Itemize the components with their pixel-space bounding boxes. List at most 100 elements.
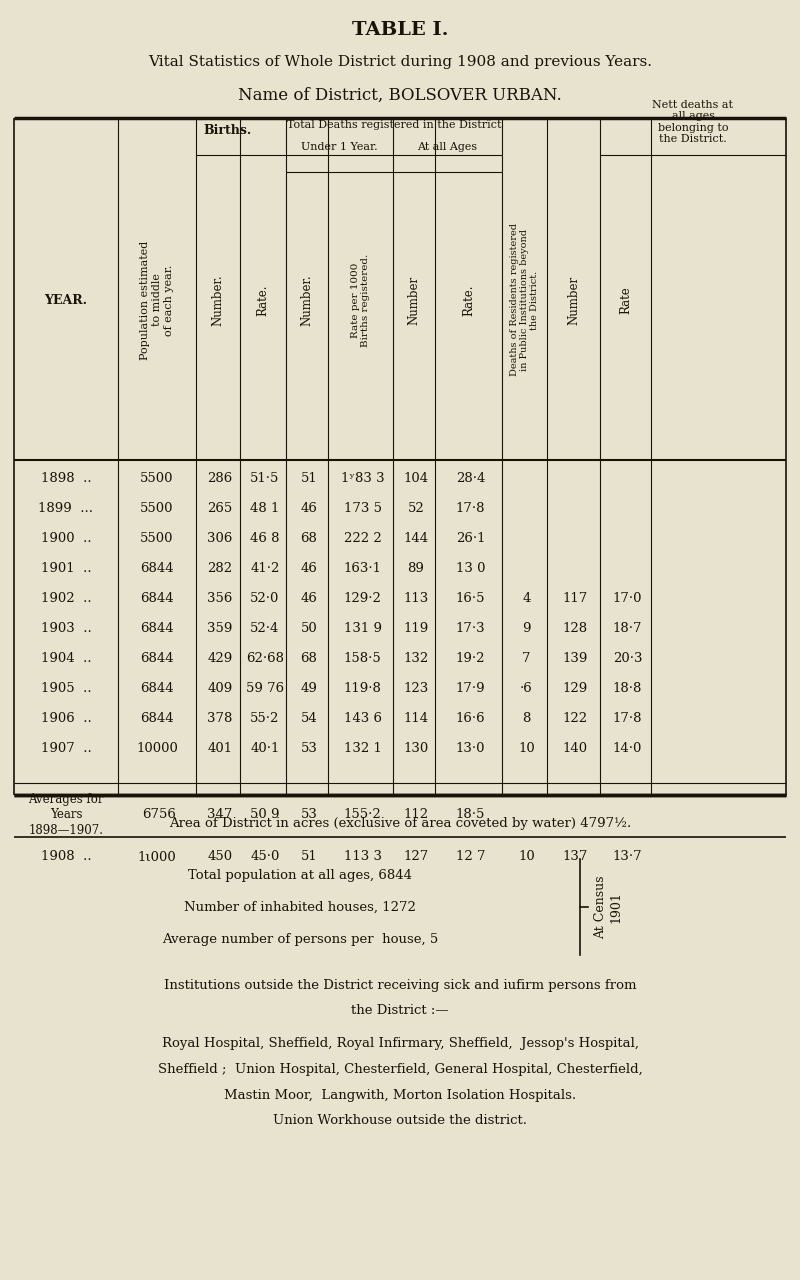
Text: 6844: 6844 <box>140 562 174 575</box>
Text: At all Ages: At all Ages <box>417 142 477 152</box>
Text: 6844: 6844 <box>140 712 174 724</box>
Text: Number.: Number. <box>301 274 314 326</box>
Text: 51: 51 <box>301 471 318 485</box>
Text: 16·5: 16·5 <box>456 591 486 604</box>
Text: ·6: ·6 <box>520 681 533 695</box>
Text: Deaths of Residents registered
in Public Institutions beyond
the District.: Deaths of Residents registered in Public… <box>510 224 539 376</box>
Text: 282: 282 <box>207 562 233 575</box>
Text: 347: 347 <box>207 809 233 822</box>
Text: 4: 4 <box>522 591 530 604</box>
Text: 117: 117 <box>563 591 588 604</box>
Text: the District :—: the District :— <box>351 1005 449 1018</box>
Text: 89: 89 <box>407 562 425 575</box>
Text: Rate per 1000
Births registered.: Rate per 1000 Births registered. <box>350 253 370 347</box>
Text: Total population at all ages, 6844: Total population at all ages, 6844 <box>188 869 412 882</box>
Text: 53: 53 <box>301 809 318 822</box>
Text: Total Deaths registered in the Distrîct: Total Deaths registered in the Distrîct <box>286 119 502 131</box>
Text: 68: 68 <box>301 652 318 664</box>
Text: 155·2: 155·2 <box>344 809 382 822</box>
Text: 119: 119 <box>403 622 429 635</box>
Text: 28·4: 28·4 <box>456 471 485 485</box>
Text: 140: 140 <box>563 741 588 754</box>
Text: 16·6: 16·6 <box>456 712 486 724</box>
Text: 13·0: 13·0 <box>456 741 486 754</box>
Text: Institutions outside the District receiving sick and iufirm persons from: Institutions outside the District receiv… <box>164 978 636 992</box>
Text: Rate.: Rate. <box>462 284 475 316</box>
Text: Area of District in acres (exclusive of area coveted by water) 4797½.: Area of District in acres (exclusive of … <box>169 817 631 829</box>
Text: Mastin Moor,  Langwith, Morton Isolation Hospitals.: Mastin Moor, Langwith, Morton Isolation … <box>224 1088 576 1102</box>
Text: 132: 132 <box>403 652 429 664</box>
Text: 10: 10 <box>518 741 535 754</box>
Text: 45·0: 45·0 <box>250 850 280 864</box>
Text: 132 1: 132 1 <box>343 741 382 754</box>
Text: 55·2: 55·2 <box>250 712 280 724</box>
Text: 401: 401 <box>207 741 233 754</box>
Text: 127: 127 <box>403 850 429 864</box>
Text: 409: 409 <box>207 681 233 695</box>
Text: 46: 46 <box>301 591 318 604</box>
Text: 52·0: 52·0 <box>250 591 280 604</box>
Text: 222 2: 222 2 <box>344 531 382 544</box>
Text: 10: 10 <box>518 850 535 864</box>
Text: 13·7: 13·7 <box>613 850 642 864</box>
Text: 49: 49 <box>301 681 318 695</box>
Text: Union Workhouse outside the district.: Union Workhouse outside the district. <box>273 1115 527 1128</box>
Text: Averages for
Years
1898—1907.: Averages for Years 1898—1907. <box>28 794 104 837</box>
Text: Royal Hospital, Sheffield, Royal Infirmary, Sheffield,  Jessop's Hospital,: Royal Hospital, Sheffield, Royal Infirma… <box>162 1037 638 1050</box>
Text: 163·1: 163·1 <box>343 562 382 575</box>
Text: YEAR.: YEAR. <box>45 293 87 306</box>
Text: Sheffield ;  Union Hospital, Chesterfield, General Hospital, Chesterfield,: Sheffield ; Union Hospital, Chesterfield… <box>158 1062 642 1075</box>
Text: 1899  ...: 1899 ... <box>38 502 94 515</box>
Text: 53: 53 <box>301 741 318 754</box>
Text: 17·0: 17·0 <box>613 591 642 604</box>
Text: 59 76: 59 76 <box>246 681 284 695</box>
Text: At Census
1901: At Census 1901 <box>594 876 622 938</box>
Text: 54: 54 <box>301 712 318 724</box>
Text: 286: 286 <box>207 471 233 485</box>
Text: 1ι000: 1ι000 <box>138 850 176 864</box>
Text: 137: 137 <box>563 850 588 864</box>
Text: 50 9: 50 9 <box>250 809 280 822</box>
Text: Nett deaths at
all ages
belonging to
the District.: Nett deaths at all ages belonging to the… <box>653 100 734 145</box>
Text: Births.: Births. <box>204 123 252 137</box>
Text: 18·8: 18·8 <box>613 681 642 695</box>
Text: 128: 128 <box>563 622 588 635</box>
Text: 356: 356 <box>207 591 233 604</box>
Text: 5500: 5500 <box>140 502 174 515</box>
Text: 6844: 6844 <box>140 622 174 635</box>
Text: 113: 113 <box>403 591 429 604</box>
Text: 1903  ..: 1903 .. <box>41 622 91 635</box>
Text: Under 1 Year.: Under 1 Year. <box>301 142 378 152</box>
Text: 46: 46 <box>301 562 318 575</box>
Text: Number of inhabited houses, 1272: Number of inhabited houses, 1272 <box>184 901 416 914</box>
Text: 68: 68 <box>301 531 318 544</box>
Text: 50: 50 <box>301 622 318 635</box>
Text: 1904  ..: 1904 .. <box>41 652 91 664</box>
Text: 8: 8 <box>522 712 530 724</box>
Text: 5500: 5500 <box>140 471 174 485</box>
Text: 12 7: 12 7 <box>456 850 486 864</box>
Text: 122: 122 <box>563 712 588 724</box>
Text: 41·2: 41·2 <box>250 562 280 575</box>
Text: 1905  ..: 1905 .. <box>41 681 91 695</box>
Text: 19·2: 19·2 <box>456 652 486 664</box>
Text: 62·68: 62·68 <box>246 652 284 664</box>
Text: 18·5: 18·5 <box>456 809 485 822</box>
Text: 129·2: 129·2 <box>343 591 382 604</box>
Text: 359: 359 <box>207 622 233 635</box>
Text: 1908  ..: 1908 .. <box>41 850 91 864</box>
Text: Number: Number <box>567 275 580 325</box>
Text: 265: 265 <box>207 502 233 515</box>
Text: 18·7: 18·7 <box>613 622 642 635</box>
Text: 17·8: 17·8 <box>613 712 642 724</box>
Text: 51: 51 <box>301 850 318 864</box>
Text: 17·9: 17·9 <box>456 681 486 695</box>
Text: 450: 450 <box>207 850 233 864</box>
Text: 1ʸ83 3: 1ʸ83 3 <box>341 471 384 485</box>
Text: 52: 52 <box>408 502 424 515</box>
Text: 378: 378 <box>207 712 233 724</box>
Text: 48 1: 48 1 <box>250 502 280 515</box>
Text: 6844: 6844 <box>140 591 174 604</box>
Text: 51·5: 51·5 <box>250 471 280 485</box>
Text: 26·1: 26·1 <box>456 531 486 544</box>
